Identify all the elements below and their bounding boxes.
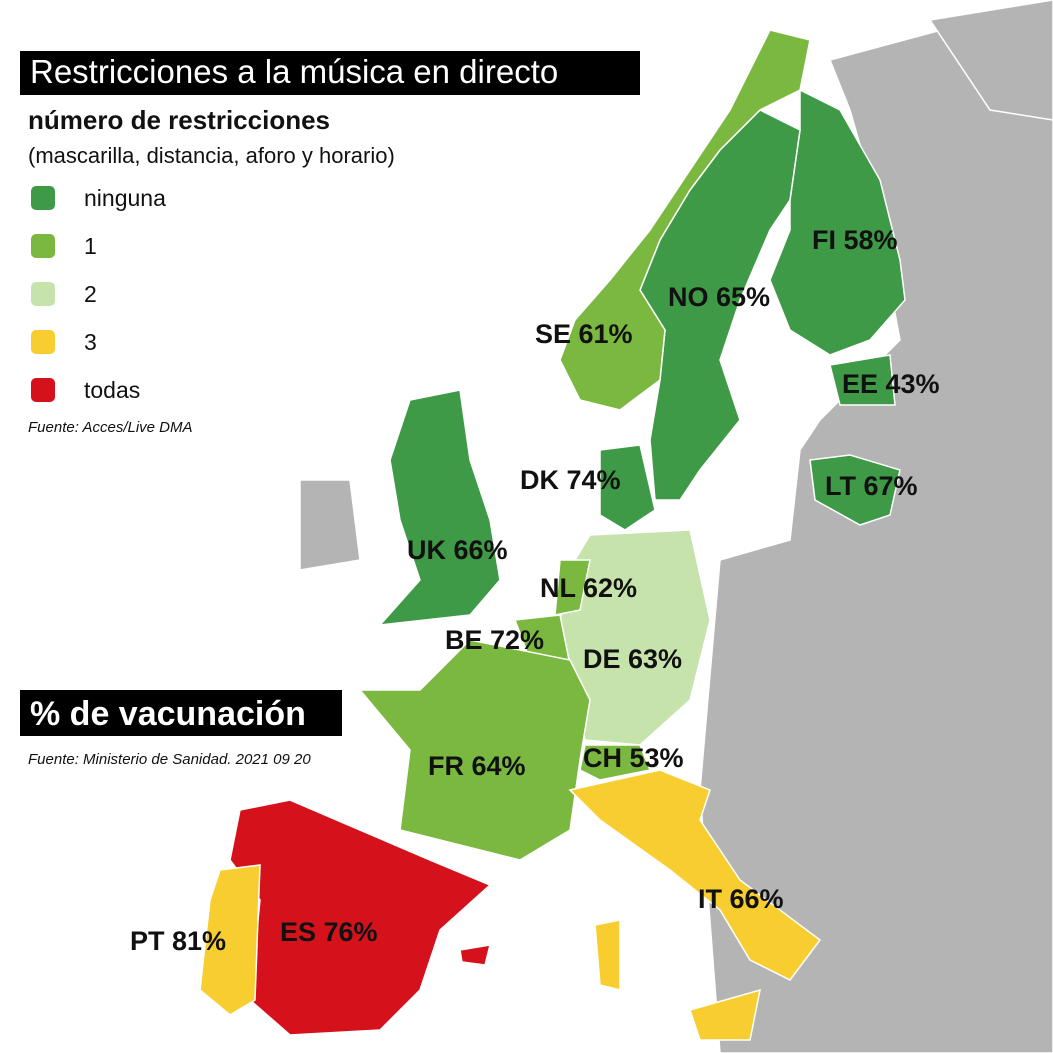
- country-label: UK 66%: [407, 535, 508, 565]
- region: [568, 769, 822, 981]
- legend-subtitle: (mascarilla, distancia, aforo y horario): [28, 143, 395, 168]
- region: [199, 864, 261, 1016]
- legend-swatch: [31, 330, 55, 354]
- legend-swatch: [31, 378, 55, 402]
- region: [554, 559, 591, 616]
- region: [829, 354, 896, 406]
- legend-source: Fuente: Acces/Live DMA: [28, 419, 193, 436]
- region: [229, 799, 492, 1036]
- region: [459, 944, 492, 966]
- vaccination-source: Fuente: Ministerio de Sanidad. 2021 09 2…: [28, 751, 311, 768]
- country-label: IT 66%: [698, 884, 784, 914]
- country-label: LT 67%: [825, 471, 918, 501]
- country-label: NL 62%: [540, 573, 637, 603]
- legend-label: 3: [84, 329, 97, 355]
- legend-label: todas: [84, 377, 140, 403]
- title-box: [20, 51, 640, 95]
- legend-title: número de restricciones: [28, 105, 330, 135]
- country-label: PT 81%: [130, 926, 226, 956]
- country-label: FR 64%: [428, 751, 526, 781]
- legend-label: 2: [84, 281, 97, 307]
- country-label: FI 58%: [812, 225, 898, 255]
- region: [689, 988, 761, 1041]
- region: [358, 639, 591, 861]
- region: [378, 389, 501, 626]
- country-label: NO 65%: [668, 282, 770, 312]
- legend-label: 1: [84, 233, 97, 259]
- country-label: DE 63%: [583, 644, 682, 674]
- region: [809, 454, 901, 526]
- legend-swatch: [31, 282, 55, 306]
- country-label: CH 53%: [583, 743, 684, 773]
- region: [579, 744, 652, 781]
- vaccination-title: % de vacunación: [30, 695, 306, 733]
- region: [594, 919, 621, 991]
- country-label: BE 72%: [445, 625, 544, 655]
- title: Restricciones a la música en directo: [30, 53, 558, 90]
- region: [559, 29, 811, 411]
- legend-swatch: [31, 186, 55, 210]
- legend-label: ninguna: [84, 185, 166, 211]
- country-label: EE 43%: [842, 369, 940, 399]
- region: [599, 444, 656, 531]
- country-label: ES 76%: [280, 917, 378, 947]
- legend-swatch: [31, 234, 55, 258]
- land-gray: [928, 0, 1053, 121]
- vaccination-box: [20, 690, 342, 736]
- country-label: DK 74%: [520, 465, 621, 495]
- country-label: SE 61%: [535, 319, 633, 349]
- land-gray: [299, 479, 361, 571]
